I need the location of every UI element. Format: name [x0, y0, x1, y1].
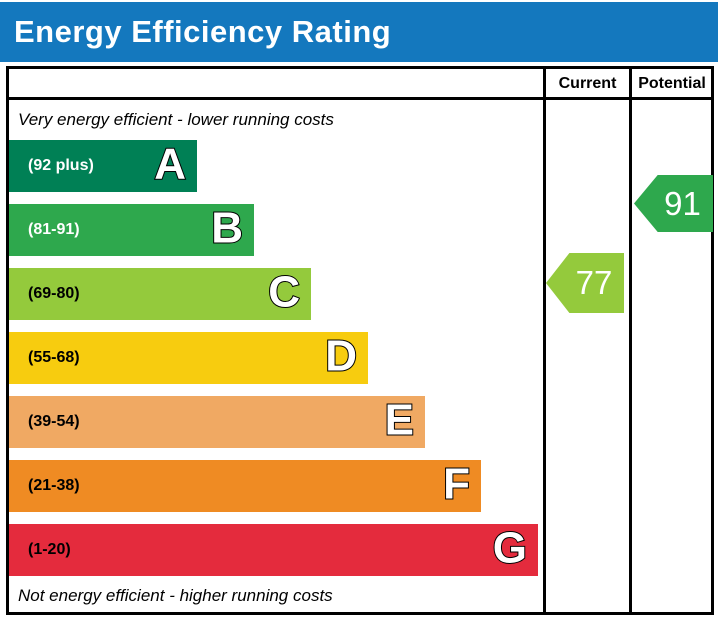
band-letter: D: [324, 331, 358, 381]
column-header-current: Current: [558, 75, 617, 92]
page-title: Energy Efficiency Rating: [14, 14, 392, 49]
band-range-label: (55-68): [28, 349, 80, 366]
band-row-b: (81-91) B: [9, 204, 254, 256]
band-row-c: (69-80) C: [9, 268, 311, 320]
band-row-a: (92 plus) A: [9, 140, 197, 192]
band-letter: E: [384, 395, 415, 445]
column-divider-2: [629, 66, 632, 612]
column-divider-1: [543, 66, 546, 612]
current-rating-value: 77: [575, 264, 613, 301]
band-row-d: (55-68) D: [9, 332, 368, 384]
band-range-label: (92 plus): [28, 157, 94, 174]
band-range-label: (1-20): [28, 541, 71, 558]
top-note: Very energy efficient - lower running co…: [18, 110, 334, 129]
band-letter: C: [267, 267, 301, 317]
band-letter: A: [153, 139, 187, 189]
band-range-label: (39-54): [28, 413, 80, 430]
band-letter: B: [210, 203, 244, 253]
band-row-e: (39-54) E: [9, 396, 425, 448]
band-row-g: (1-20) G: [9, 524, 538, 576]
band-letter: F: [442, 459, 471, 509]
bottom-note: Not energy efficient - higher running co…: [18, 586, 333, 605]
band-range-label: (69-80): [28, 285, 80, 302]
band-letter: G: [492, 523, 528, 573]
band-range-label: (21-38): [28, 477, 80, 494]
potential-rating-value: 91: [664, 184, 701, 222]
column-header-potential: Potential: [638, 75, 706, 92]
title-bar: Energy Efficiency Rating: [0, 2, 718, 62]
band-range-label: (81-91): [28, 221, 80, 238]
band-row-f: (21-38) F: [9, 460, 481, 512]
header-separator: [6, 97, 714, 100]
